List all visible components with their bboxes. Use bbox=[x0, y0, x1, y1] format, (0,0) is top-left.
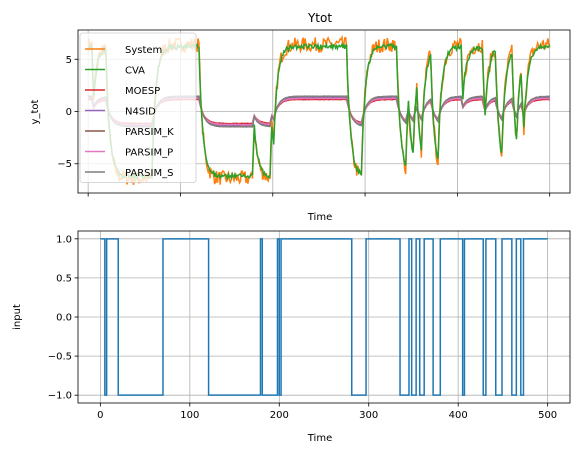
bottom-ticks: 0 100 200 300 400 500 −1.0 −0.5 0.0 0.5 1.0 bbox=[48, 234, 557, 421]
bottom-x-tick-label: 100 bbox=[180, 410, 199, 421]
legend-entry: PARSIM_K bbox=[125, 127, 174, 138]
legend-entry: MOESP bbox=[125, 86, 160, 97]
top-ticks: −5 0 5 bbox=[57, 55, 551, 197]
top-x-axis-label: Time bbox=[307, 212, 332, 223]
bottom-y-tick-label: −1.0 bbox=[48, 391, 72, 402]
top-axes-frame bbox=[77, 29, 571, 194]
bottom-y-tick-label: −0.5 bbox=[48, 352, 72, 363]
legend-entry: CVA bbox=[125, 66, 145, 77]
bottom-grid bbox=[78, 231, 570, 403]
bottom-x-tick-label: 300 bbox=[359, 410, 378, 421]
bottom-y-tick-label: 1.0 bbox=[56, 234, 72, 245]
bottom-x-tick-label: 200 bbox=[270, 410, 289, 421]
bottom-x-tick-label: 0 bbox=[97, 410, 103, 421]
bottom-y-axis-label: input bbox=[12, 304, 23, 330]
legend-entry: PARSIM_P bbox=[125, 148, 173, 159]
top-y-axis-label: y_tot bbox=[30, 99, 41, 124]
bottom-axes: 0 100 200 300 400 500 −1.0 −0.5 0.0 0.5 1.0 Time i… bbox=[12, 230, 571, 444]
top-y-tick-label: −5 bbox=[57, 159, 72, 170]
legend-entry: N4SID bbox=[125, 107, 156, 118]
legend-entry: System bbox=[125, 45, 162, 56]
bottom-series-lines bbox=[100, 238, 548, 396]
bottom-y-tick-label: 0.0 bbox=[56, 313, 72, 324]
bottom-x-tick-label: 400 bbox=[449, 410, 468, 421]
bottom-y-tick-label: 0.5 bbox=[56, 273, 72, 284]
bottom-x-tick-label: 500 bbox=[538, 410, 557, 421]
top-y-tick-label: 5 bbox=[66, 55, 72, 66]
bottom-axes-frame bbox=[77, 230, 571, 404]
legend-entry: PARSIM_S bbox=[125, 168, 173, 179]
top-axes: Ytot −5 0 5 Time y_tot System CVA MOESP N4SID… bbox=[30, 11, 571, 223]
legend-frame bbox=[79, 32, 197, 183]
top-y-tick-label: 0 bbox=[66, 107, 72, 118]
bottom-x-axis-label: Time bbox=[307, 433, 332, 444]
legend: System CVA MOESP N4SID PARSIM_K PARSIM_P PARSI… bbox=[79, 32, 197, 183]
chart-title: Ytot bbox=[307, 11, 332, 25]
input-series-line bbox=[100, 238, 548, 396]
